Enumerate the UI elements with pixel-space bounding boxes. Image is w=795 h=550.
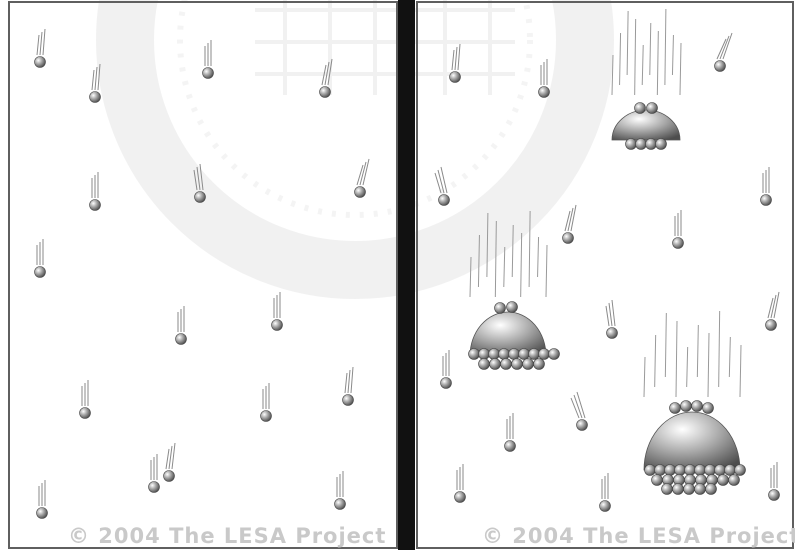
particle-cluster-icon [468,210,560,370]
falling-particle-icon [175,306,187,345]
particle-cluster-icon [611,8,682,150]
falling-particle-icon [570,391,588,431]
university-seal-watermark [96,0,614,299]
falling-particle-icon [202,40,214,79]
falling-particle-icon [449,43,461,83]
falling-particle-icon [454,464,466,503]
left-copyright-label: © 2004 The LESA Project [68,524,387,548]
right-copyright-label: © 2004 The LESA Project [482,524,795,548]
falling-particle-icon [79,380,91,419]
falling-particle-icon [599,473,611,512]
center-divider [398,0,415,550]
falling-particle-icon [271,292,283,331]
falling-particle-icon [193,163,206,203]
falling-particle-icon [504,413,516,452]
falling-particle-icon [538,59,550,98]
falling-particle-icon [605,299,618,339]
falling-particle-icon [562,204,577,244]
falling-particle-icon [342,366,354,406]
falling-particle-icon [319,58,333,98]
particle-cluster-icon [643,310,746,495]
falling-particle-icon [148,454,160,493]
particle-clusters [468,8,746,495]
falling-particle-icon [36,480,48,519]
right-panel-particles [434,32,780,512]
falling-particle-icon [765,291,780,331]
falling-particle-icon [434,166,450,206]
falling-particle-icon [334,471,346,510]
falling-particle-icon [34,28,46,68]
falling-particle-icon [440,350,452,389]
falling-particle-icon [672,210,684,249]
falling-particle-icon [768,462,780,501]
falling-particle-icon [760,167,772,206]
falling-particle-icon [163,442,176,482]
falling-particle-icon [714,32,733,72]
left-panel-frame [8,1,398,549]
falling-particle-icon [89,172,101,211]
falling-particle-icon [354,158,370,198]
right-panel-frame [416,1,794,549]
falling-particle-icon [89,63,101,103]
left-panel-particles [34,28,370,519]
falling-particle-icon [34,239,46,278]
falling-particle-icon [260,383,272,422]
